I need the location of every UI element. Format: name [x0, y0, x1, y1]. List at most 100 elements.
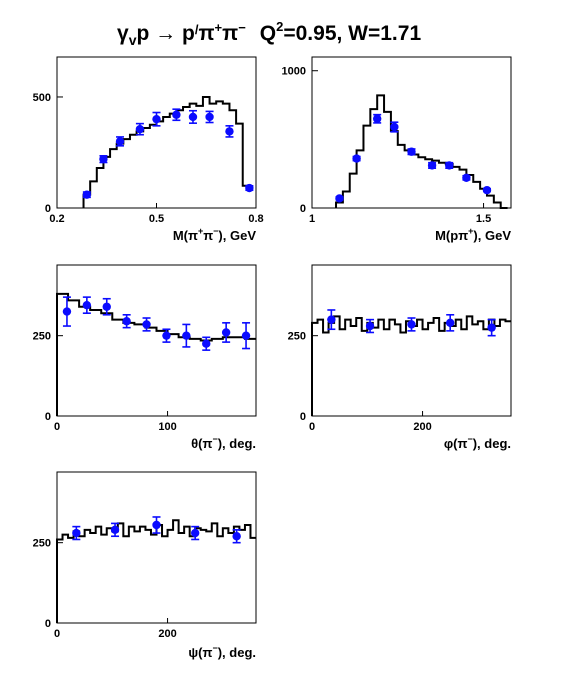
data-marker	[162, 331, 171, 340]
panel-phi-xlabel: φ(π−), deg.	[444, 434, 511, 451]
x-tick-label: 1.5	[476, 213, 491, 225]
y-tick-label: 0	[300, 203, 306, 215]
data-marker	[390, 122, 399, 132]
data-point	[122, 313, 131, 329]
data-marker	[202, 339, 211, 348]
data-point	[162, 328, 171, 343]
y-tick-label: 0	[45, 203, 51, 215]
figure-title: γvp → p/π+π− Q2=0.95, W=1.71	[117, 19, 421, 48]
panel-phi-plot: 0 200 0 250	[288, 264, 512, 433]
model-histogram	[82, 95, 250, 208]
x-tick-label: 200	[413, 421, 431, 433]
y-tick-label: 0	[45, 618, 51, 630]
data-point	[152, 111, 161, 127]
x-tick-label: 0	[54, 628, 60, 640]
data-point	[99, 154, 108, 164]
data-marker	[241, 331, 251, 340]
data-marker	[445, 318, 455, 328]
data-marker	[205, 112, 214, 122]
data-marker	[487, 323, 496, 332]
model-histogram	[56, 519, 256, 623]
x-tick-label: 1	[309, 213, 315, 225]
data-marker	[372, 114, 382, 123]
data-marker	[225, 127, 234, 136]
x-tick-label: 0.2	[49, 213, 64, 225]
panel-psi-plot: 0 200 0 250	[33, 471, 257, 640]
data-marker	[82, 300, 92, 310]
panel-psi: 0 200 0 250 ψ(π−), deg.	[33, 471, 257, 660]
data-point	[390, 121, 399, 133]
panel-m-ppip: 1 1.5 0 1000 M(pπ+), GeV	[282, 56, 512, 243]
data-point	[225, 125, 234, 138]
data-point	[202, 336, 211, 351]
data-point	[221, 322, 231, 343]
y-tick-label: 250	[33, 538, 51, 550]
data-marker	[190, 528, 200, 538]
data-point	[487, 318, 496, 337]
data-marker	[110, 525, 120, 535]
data-marker	[221, 328, 231, 337]
panel-theta-xlabel: θ(π−), deg.	[191, 434, 256, 451]
data-point	[190, 525, 200, 541]
model-histogram	[335, 94, 508, 209]
data-point	[232, 529, 241, 544]
x-tick-label: 0	[309, 421, 315, 433]
panel-m-ppip-plot: 1 1.5 0 1000	[282, 56, 512, 225]
data-point	[82, 190, 92, 199]
data-point	[188, 109, 198, 124]
data-marker	[327, 315, 336, 324]
data-point	[72, 525, 81, 541]
data-point	[335, 194, 344, 203]
data-marker	[462, 173, 471, 182]
data-point	[172, 108, 181, 122]
data-marker	[427, 161, 437, 170]
data-point	[110, 522, 120, 538]
data-marker	[72, 528, 81, 538]
y-tick-label: 500	[33, 92, 51, 104]
panel-m-pipi-xlabel: M(π+π−), GeV	[173, 226, 257, 243]
y-tick-label: 0	[300, 411, 306, 423]
x-tick-label: 100	[158, 421, 176, 433]
data-point	[102, 297, 111, 316]
plot-frame	[311, 56, 512, 209]
data-point	[462, 173, 471, 182]
plot-frame	[311, 264, 512, 417]
data-point	[365, 318, 375, 334]
data-point	[245, 183, 254, 193]
data-point	[327, 309, 336, 331]
data-point	[82, 296, 92, 314]
data-marker	[102, 302, 111, 311]
y-tick-label: 0	[45, 411, 51, 423]
data-marker	[99, 154, 108, 164]
data-marker	[335, 194, 344, 203]
data-marker	[152, 114, 161, 124]
data-marker	[352, 154, 361, 163]
data-point	[135, 122, 145, 136]
data-marker	[115, 137, 125, 146]
plot-frame	[56, 471, 257, 624]
data-marker	[188, 112, 198, 122]
data-point	[445, 313, 455, 332]
x-tick-label: 0.8	[248, 213, 263, 225]
panel-m-ppip-xlabel: M(pπ+), GeV	[435, 226, 511, 243]
data-marker	[245, 183, 254, 193]
y-tick-label: 250	[288, 331, 306, 343]
data-point	[142, 317, 151, 332]
data-point	[62, 296, 72, 327]
data-marker	[365, 321, 375, 331]
data-point	[482, 185, 492, 195]
data-marker	[407, 320, 416, 329]
data-point	[445, 161, 454, 170]
data-marker	[482, 185, 492, 195]
panel-phi: 0 200 0 250 φ(π−), deg.	[288, 264, 512, 451]
data-marker	[142, 320, 151, 329]
data-marker	[445, 161, 454, 170]
x-tick-label: 0	[54, 421, 60, 433]
data-marker	[152, 520, 161, 530]
data-marker	[172, 110, 181, 119]
panel-theta-plot: 0 100 0 250	[33, 264, 257, 433]
panel-psi-xlabel: ψ(π−), deg.	[188, 643, 256, 660]
data-marker	[135, 124, 145, 134]
data-marker	[62, 307, 72, 316]
